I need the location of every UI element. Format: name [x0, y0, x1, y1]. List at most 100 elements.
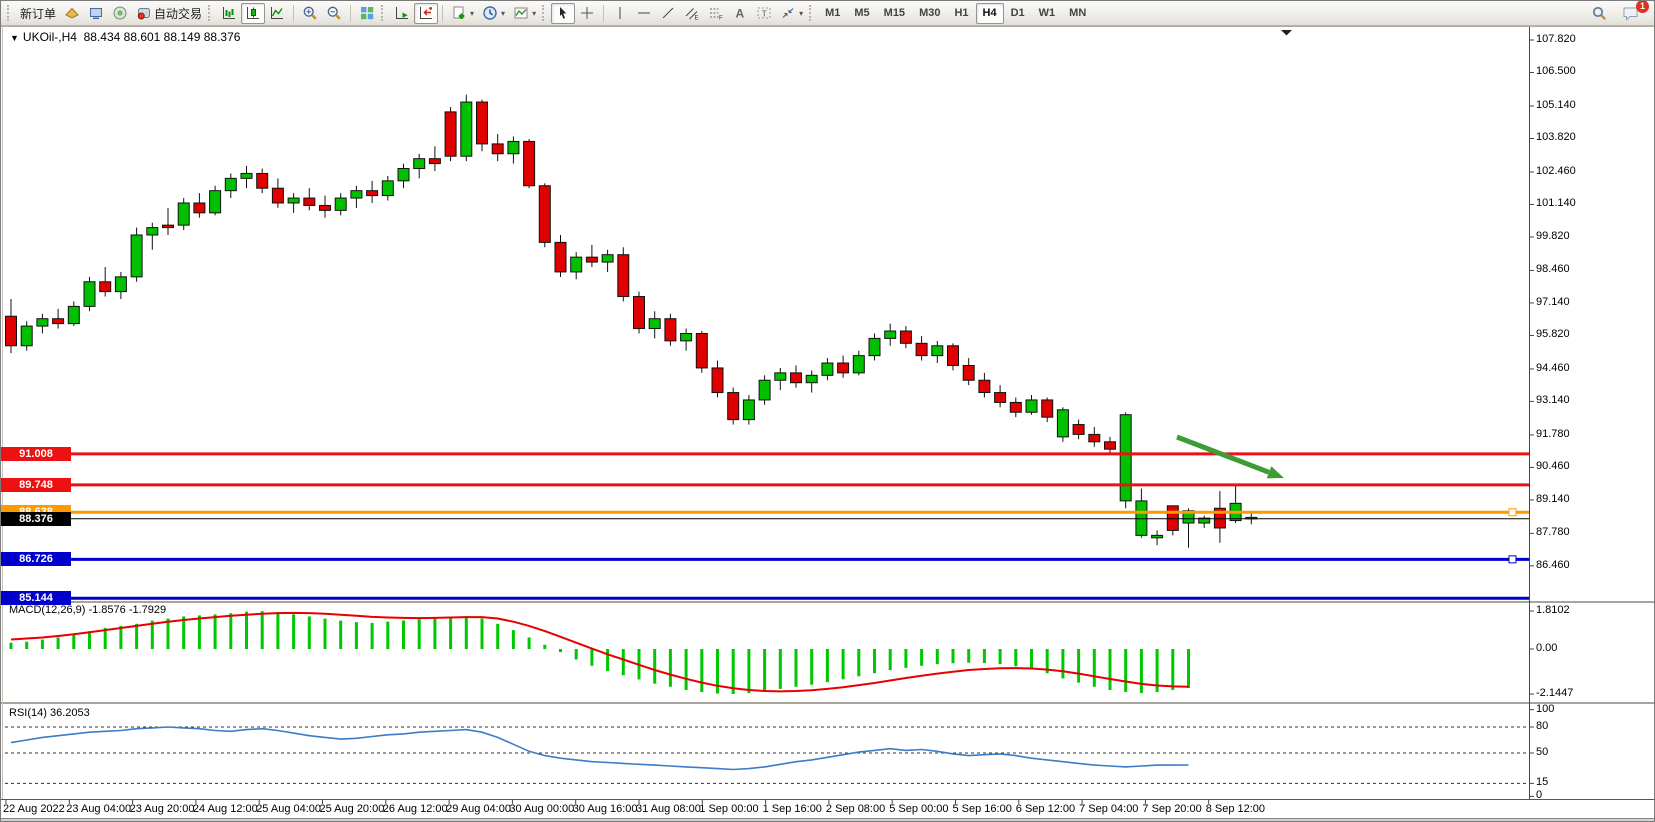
- zoom-in-button[interactable]: [298, 3, 322, 24]
- candle: [1025, 399, 1038, 413]
- macd-histogram-bar: [56, 637, 60, 649]
- macd-histogram-bar: [464, 616, 468, 649]
- macd-histogram-bar: [1030, 649, 1033, 669]
- bar-chart-button[interactable]: [217, 3, 241, 24]
- search-button[interactable]: [1587, 3, 1612, 24]
- toolbar-grip: [381, 5, 386, 21]
- date-tick-label: 22 Aug 2022: [3, 803, 65, 815]
- price-line-tag[interactable]: 88.376: [1, 511, 71, 526]
- chart-shift-icon: [420, 7, 433, 19]
- price-tick-label: 90.460: [1536, 460, 1570, 473]
- candle: [538, 185, 551, 243]
- date-tick-label: 8 Sep 12:00: [1205, 803, 1266, 815]
- candle: [664, 318, 677, 342]
- chart-shift-button[interactable]: [414, 2, 439, 24]
- line-chart-button[interactable]: [265, 3, 289, 24]
- candle: [962, 364, 975, 381]
- macd-histogram-bar: [480, 618, 484, 649]
- timeframe-m15-button[interactable]: M15: [877, 3, 912, 24]
- candlestick-chart-button[interactable]: [241, 2, 266, 24]
- notifications-button[interactable]: 1: [1618, 1, 1649, 24]
- auto-scroll-button[interactable]: [390, 3, 414, 24]
- candle: [1104, 441, 1116, 450]
- trendline-icon: [662, 7, 674, 19]
- vertical-line-tool-button[interactable]: [608, 3, 632, 24]
- candle: [570, 256, 583, 273]
- data-window-button[interactable]: [108, 3, 132, 24]
- equidistant-channel-tool-button[interactable]: E: [680, 3, 704, 24]
- macd-histogram-bar: [40, 639, 44, 649]
- candle: [36, 318, 49, 327]
- macd-histogram-bar: [260, 611, 264, 649]
- macd-histogram-bar: [747, 649, 751, 694]
- candle: [334, 197, 347, 211]
- toolbar-separator: [603, 4, 605, 22]
- timeframe-m30-button[interactable]: M30: [912, 3, 947, 24]
- timeframe-w1-button[interactable]: W1: [1032, 3, 1063, 24]
- macd-histogram-bar: [1155, 649, 1159, 693]
- timeframe-m1-button[interactable]: M1: [818, 3, 847, 24]
- price-tick-label: 97.140: [1536, 295, 1570, 308]
- candle: [790, 372, 802, 384]
- chart-menu-dropdown-icon[interactable]: ▼: [10, 33, 19, 43]
- templates-button[interactable]: ▾: [509, 3, 540, 24]
- timeframe-m5-button[interactable]: M5: [847, 3, 876, 24]
- timeframe-mn-button[interactable]: MN: [1062, 3, 1093, 24]
- date-tick-label: 7 Sep 20:00: [1142, 803, 1202, 815]
- clock-icon: [483, 6, 497, 20]
- chevron-down-icon: ▾: [799, 8, 804, 18]
- candle: [554, 241, 567, 273]
- annotation-arrow[interactable]: [1176, 434, 1270, 475]
- main-chart-pane[interactable]: [1, 27, 1529, 601]
- macd-histogram-bar: [103, 628, 107, 649]
- new-order-label: 新订单: [20, 6, 57, 21]
- line-handle[interactable]: [1508, 508, 1517, 517]
- price-line-tag[interactable]: 89.748: [1, 477, 71, 492]
- candle: [617, 254, 630, 298]
- candle: [114, 276, 127, 293]
- candle: [711, 367, 724, 394]
- candle: [177, 202, 190, 226]
- tile-windows-button[interactable]: [355, 3, 379, 24]
- shift-end-marker[interactable]: [1281, 30, 1292, 36]
- periods-button[interactable]: ▾: [478, 3, 509, 24]
- rsi-pane[interactable]: [1, 705, 1529, 799]
- add-indicator-button[interactable]: ▾: [447, 3, 478, 24]
- price-line-tag[interactable]: 86.726: [1, 552, 71, 567]
- autotrade-button[interactable]: 自动交易: [132, 3, 206, 24]
- horizontal-line-tool-button[interactable]: [632, 3, 656, 24]
- toolbar-separator: [293, 4, 295, 22]
- add-indicator-icon: [453, 6, 465, 19]
- cursor-tool-button[interactable]: [551, 2, 576, 24]
- annotation-arrowhead[interactable]: [1266, 466, 1284, 479]
- zoom-out-button[interactable]: [322, 3, 346, 24]
- toolbar-grip: [542, 5, 547, 21]
- timeframe-h1-button[interactable]: H1: [947, 3, 975, 24]
- price-line-tag[interactable]: 85.144: [1, 591, 71, 606]
- trendline-tool-button[interactable]: [656, 3, 680, 24]
- candle: [20, 325, 33, 347]
- candle: [837, 362, 850, 374]
- crosshair-tool-button[interactable]: [575, 3, 599, 24]
- zoom-out-icon: [327, 6, 341, 20]
- candle: [915, 342, 928, 357]
- fibonacci-tool-button[interactable]: F: [704, 3, 728, 24]
- timeframe-h4-button[interactable]: H4: [975, 2, 1004, 24]
- text-label-tool-button[interactable]: T: [752, 3, 776, 24]
- candle: [224, 177, 237, 192]
- macd-pane[interactable]: [1, 603, 1529, 701]
- line-handle[interactable]: [1508, 555, 1517, 564]
- symbol-period-label: UKOil-,H4: [22, 30, 77, 44]
- arrows-tool-button[interactable]: ▾: [776, 3, 807, 24]
- text-tool-button[interactable]: A: [728, 3, 752, 24]
- candle: [99, 281, 112, 293]
- price-line-tag[interactable]: 91.008: [1, 446, 71, 461]
- timeframe-d1-button[interactable]: D1: [1004, 3, 1032, 24]
- macd-histogram-bar: [417, 619, 421, 649]
- macd-histogram-bar: [857, 649, 861, 677]
- new-order-button[interactable]: 新订单: [16, 3, 60, 24]
- date-tick-label: 23 Aug 20:00: [129, 803, 195, 815]
- market-watch-button[interactable]: [60, 3, 84, 24]
- candle: [67, 305, 80, 325]
- navigator-button[interactable]: [84, 3, 108, 24]
